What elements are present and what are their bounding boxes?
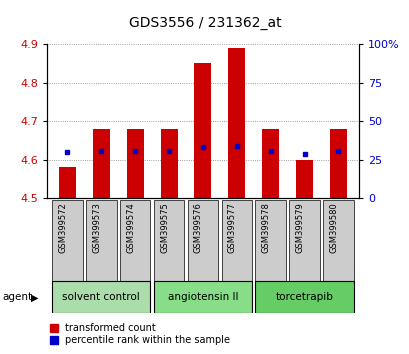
Text: agent: agent [2, 292, 32, 302]
Text: GSM399579: GSM399579 [295, 202, 304, 253]
Text: GSM399578: GSM399578 [261, 202, 270, 253]
Text: GSM399580: GSM399580 [328, 202, 337, 253]
Text: ▶: ▶ [31, 292, 38, 302]
Bar [187, 200, 218, 281]
Text: GDS3556 / 231362_at: GDS3556 / 231362_at [128, 16, 281, 30]
Bar [153, 281, 252, 313]
Text: GSM399574: GSM399574 [126, 202, 135, 253]
Bar [59, 167, 76, 198]
Bar [194, 63, 211, 198]
Text: angiotensin II: angiotensin II [167, 292, 238, 302]
Bar [153, 200, 184, 281]
Text: GSM399572: GSM399572 [58, 202, 67, 253]
Text: GSM399573: GSM399573 [92, 202, 101, 253]
Bar [52, 281, 150, 313]
Bar [322, 200, 353, 281]
Bar [93, 129, 110, 198]
Bar [329, 129, 346, 198]
Bar [255, 200, 285, 281]
Bar [289, 200, 319, 281]
Bar [126, 129, 143, 198]
Legend: transformed count, percentile rank within the sample: transformed count, percentile rank withi… [46, 319, 234, 349]
Text: GSM399575: GSM399575 [160, 202, 169, 253]
Bar [52, 200, 83, 281]
Text: torcetrapib: torcetrapib [275, 292, 333, 302]
Bar [295, 160, 312, 198]
Bar [221, 200, 252, 281]
Bar [262, 129, 279, 198]
Text: solvent control: solvent control [62, 292, 140, 302]
Bar [86, 200, 116, 281]
Text: GSM399576: GSM399576 [193, 202, 202, 253]
Bar [228, 48, 245, 198]
Bar [160, 129, 177, 198]
Bar [120, 200, 150, 281]
Bar [255, 281, 353, 313]
Text: GSM399577: GSM399577 [227, 202, 236, 253]
